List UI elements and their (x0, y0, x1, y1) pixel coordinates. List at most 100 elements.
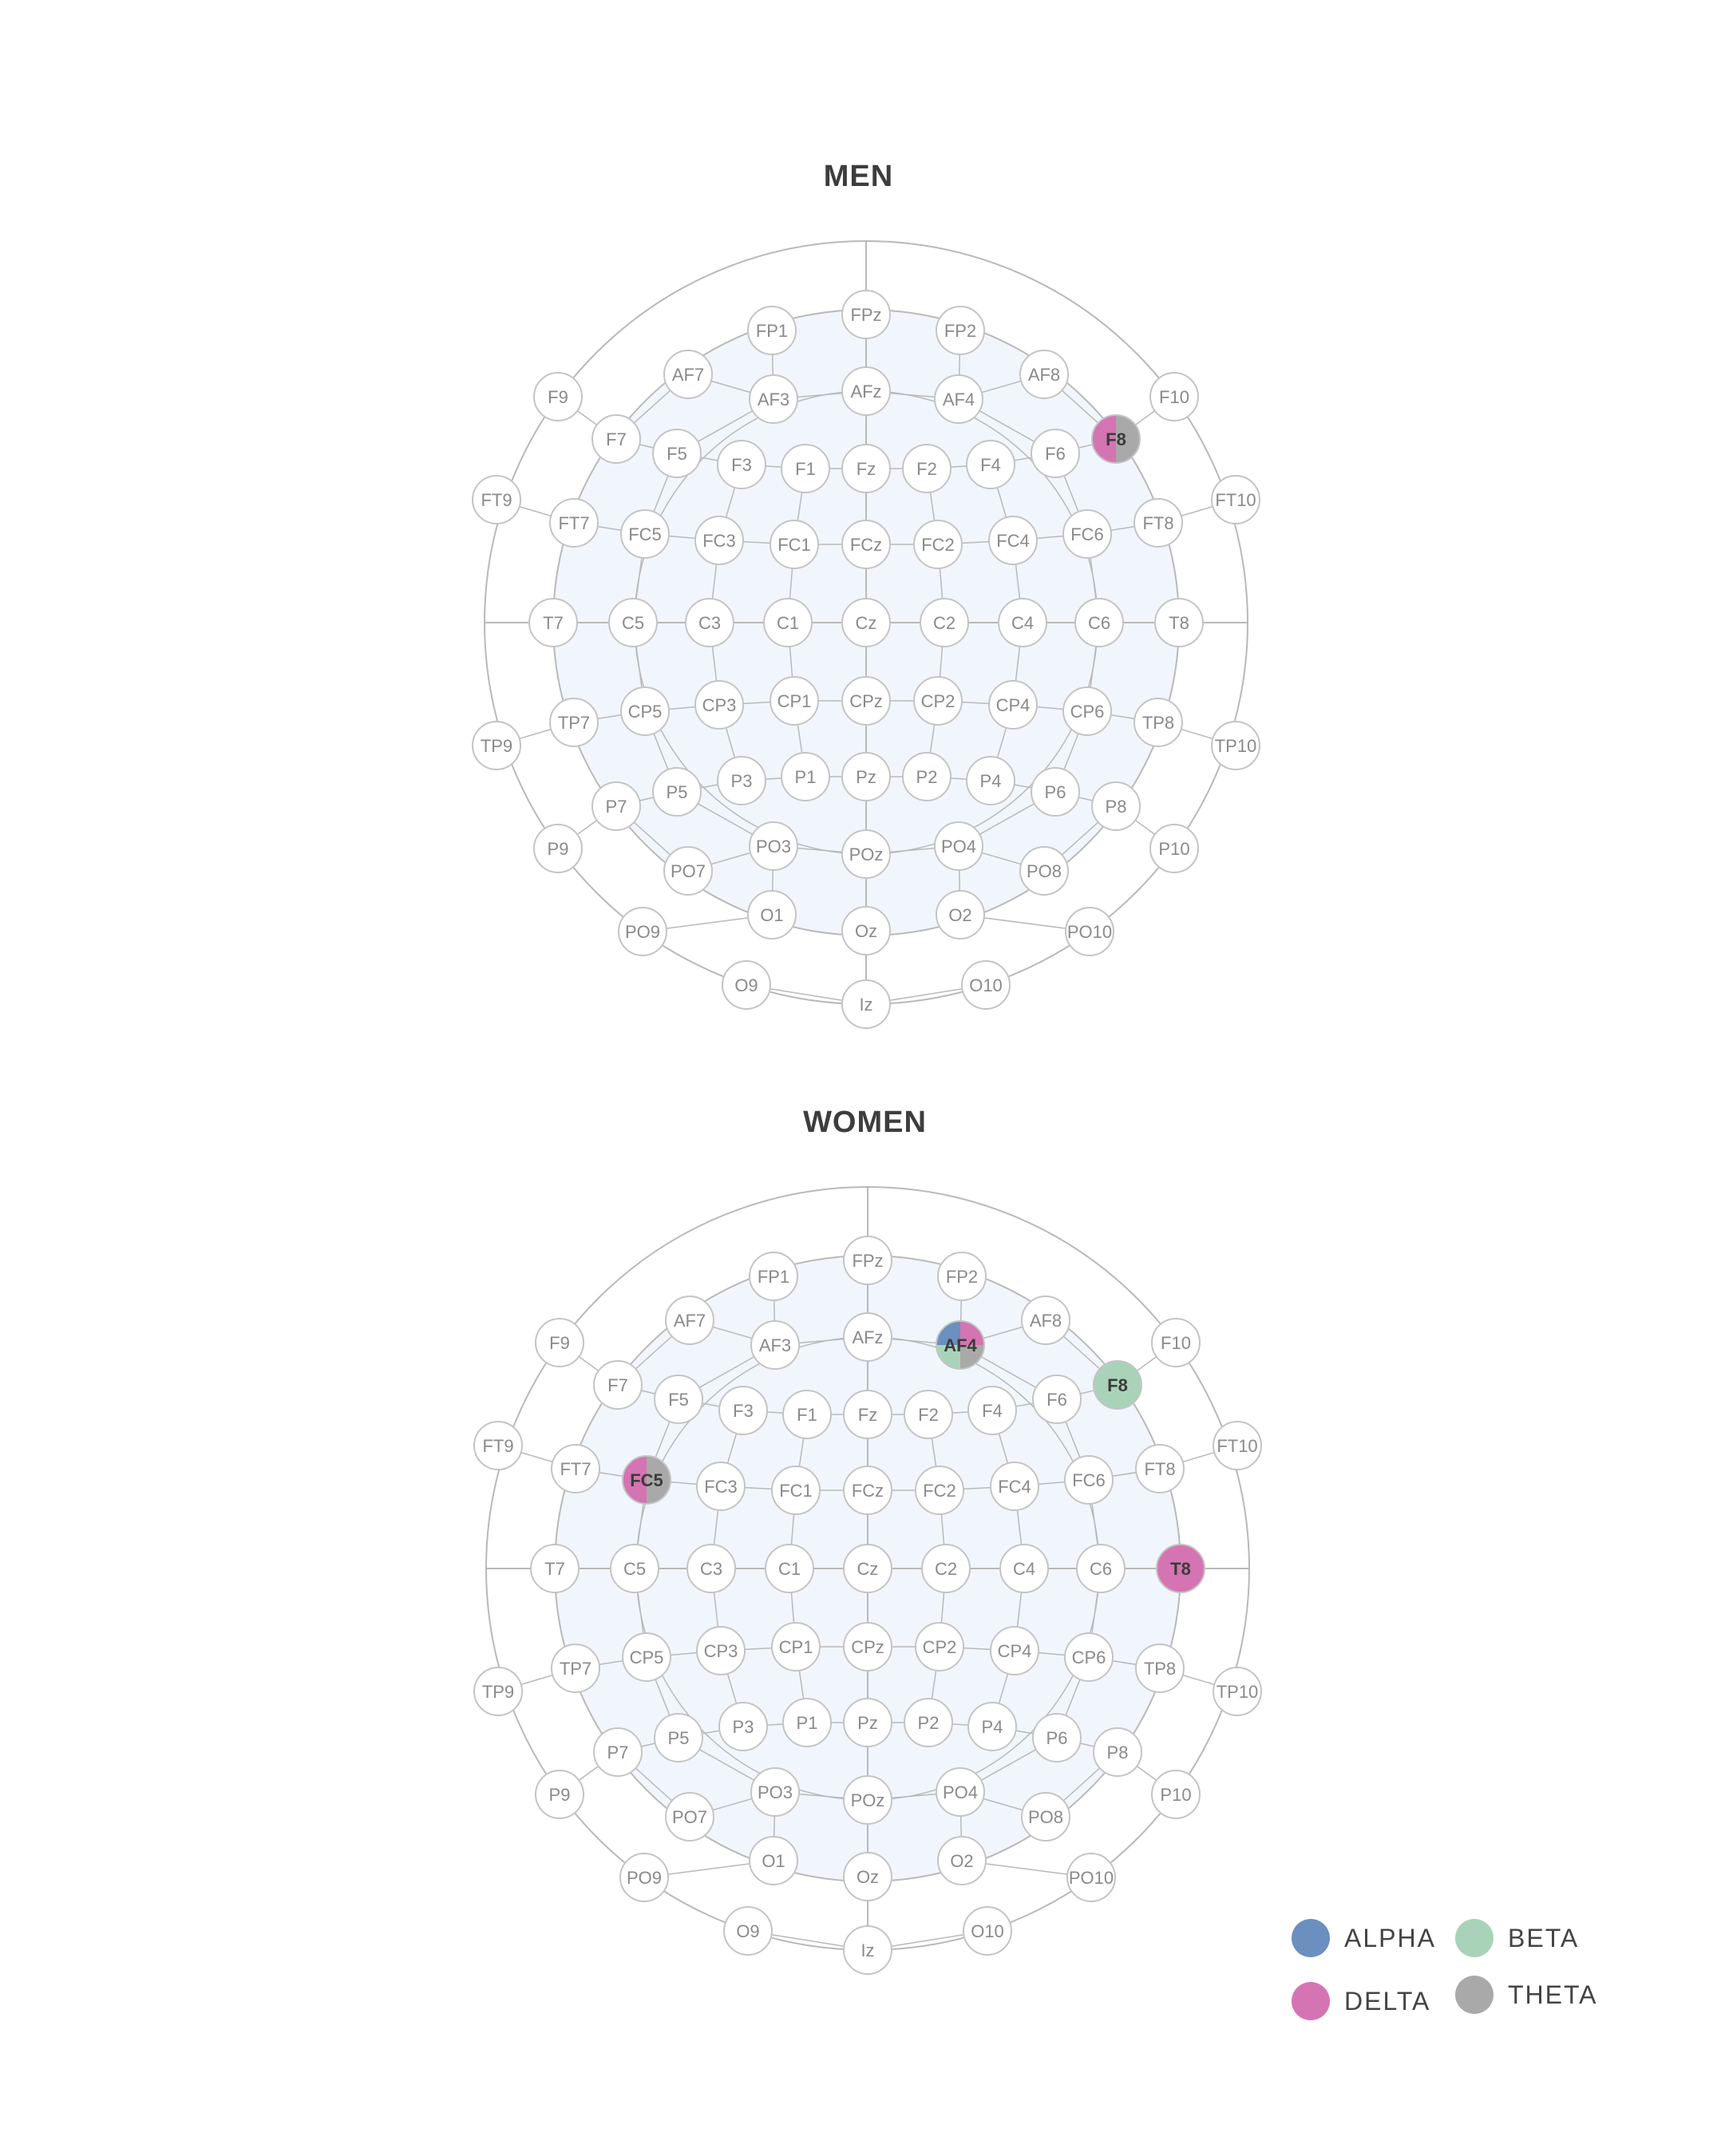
women-electrode-p8-circle (1093, 1727, 1142, 1777)
women-electrode-cz-circle (843, 1544, 892, 1593)
women-electrode-label-po8: PO8 (1028, 1807, 1063, 1827)
men-electrode-f10: F10 (1149, 372, 1199, 421)
women-electrode-f7-circle (593, 1360, 643, 1410)
women-electrode-ft9: FT9 (473, 1421, 523, 1470)
women-electrode-f10-circle (1151, 1318, 1201, 1367)
women-electrode-afz-circle (843, 1312, 892, 1362)
women-electrode-label-cpz: CPz (851, 1637, 884, 1657)
men-electrode-f3: F3 (717, 440, 766, 489)
men-electrode-o10-circle (961, 960, 1011, 1010)
women-electrode-af4-slice-alpha (936, 1321, 960, 1345)
women-electrode-f7: F7 (593, 1360, 643, 1410)
women-electrode-label-fc6: FC6 (1072, 1470, 1106, 1490)
men-electrode-fc3: FC3 (694, 516, 744, 565)
women-electrode-po3-circle (750, 1767, 800, 1817)
women-electrode-af3: AF3 (750, 1320, 800, 1370)
women-electrode-p10-circle (1151, 1770, 1201, 1819)
men-electrode-o1-circle (747, 890, 797, 940)
men-electrode-c5: C5 (608, 598, 658, 647)
men-electrode-fc5-circle (620, 509, 670, 559)
women-electrode-f6-circle (1032, 1375, 1082, 1424)
women-electrode-po10: PO10 (1066, 1853, 1116, 1902)
men-electrode-iz: Iz (841, 979, 891, 1029)
men-electrode-c2-circle (920, 598, 969, 647)
women-electrode-po10-circle (1066, 1853, 1116, 1902)
men-electrode-label-cp4: CP4 (996, 695, 1031, 715)
men-electrode-tp10: TP10 (1211, 721, 1260, 770)
men-electrode-label-p7: P7 (606, 797, 627, 817)
men-electrode-p7: P7 (591, 781, 641, 831)
women-electrode-label-fcz: FCz (852, 1481, 884, 1501)
men-electrode-cpz: CPz (841, 676, 891, 726)
women-electrode-label-tp7: TP7 (560, 1659, 591, 1679)
women-electrode-cp1-circle (771, 1622, 821, 1671)
women-electrode-fp1-circle (749, 1252, 798, 1301)
women-electrode-t7: T7 (530, 1544, 580, 1593)
men-electrode-f3-circle (717, 440, 766, 489)
women-electrode-fc5-outline (622, 1455, 671, 1505)
men-electrode-poz: POz (841, 829, 891, 879)
women-electrode-ft10: FT10 (1213, 1421, 1262, 1470)
women-electrode-label-ft10: FT10 (1217, 1436, 1257, 1456)
women-electrode-cp5: CP5 (622, 1632, 671, 1682)
women-electrode-po7-circle (665, 1792, 714, 1842)
women-electrode-p4-circle (967, 1702, 1017, 1751)
men-electrode-p7-circle (591, 781, 641, 831)
women-electrode-cp4: CP4 (990, 1626, 1039, 1675)
women-electrode-label-f7: F7 (607, 1375, 628, 1395)
men-electrode-po3: PO3 (749, 821, 798, 871)
women-electrode-label-ft7: FT7 (560, 1459, 591, 1479)
women-electrode-p2-circle (904, 1698, 953, 1747)
men-electrode-t8: T8 (1154, 598, 1204, 647)
men-electrode-af7: AF7 (663, 350, 713, 399)
women-electrode-fc1-circle (771, 1466, 821, 1515)
women-electrode-cp2-circle (915, 1622, 964, 1671)
women-electrode-af7-circle (665, 1296, 714, 1345)
alpha-swatch-icon (1292, 1919, 1330, 1957)
women-electrode-f3: F3 (718, 1386, 768, 1435)
women-electrode-label-cp4: CP4 (998, 1641, 1032, 1661)
men-electrode-f9: F9 (533, 372, 583, 421)
women-electrode-label-f2: F2 (918, 1405, 939, 1425)
women-electrode-o10-circle (963, 1906, 1012, 1956)
women-electrode-p3-circle (718, 1702, 768, 1751)
men-electrode-fcz-circle (841, 520, 891, 569)
women-electrode-f4: F4 (967, 1386, 1017, 1435)
men-electrode-p10-circle (1149, 824, 1199, 873)
women-electrode-po8-circle (1021, 1792, 1070, 1842)
women-electrode-o10: O10 (963, 1906, 1012, 1956)
men-electrode-label-poz: POz (849, 845, 884, 864)
men-electrode-t7-circle (528, 598, 578, 647)
women-electrode-cp1: CP1 (771, 1622, 821, 1671)
women-electrode-label-af8: AF8 (1030, 1311, 1062, 1331)
men-electrode-fc3-circle (694, 516, 744, 565)
men-electrode-p3-circle (717, 756, 766, 805)
women-electrode-label-poz: POz (851, 1790, 885, 1810)
men-electrode-f8: F8 (1091, 414, 1141, 464)
men-electrode-poz-circle (841, 829, 891, 879)
men-electrode-label-fc2: FC2 (921, 535, 955, 555)
men-electrode-label-c2: C2 (933, 613, 955, 633)
men-electrode-label-cp5: CP5 (628, 702, 663, 722)
women-electrode-fc4-circle (990, 1462, 1039, 1511)
men-electrode-label-o10: O10 (969, 975, 1003, 995)
beta-swatch-icon (1455, 1919, 1494, 1957)
women-electrode-label-t7: T7 (544, 1559, 565, 1579)
women-electrode-c3-circle (686, 1544, 736, 1593)
women-electrode-fpz-circle (843, 1236, 892, 1285)
women-electrode-f4-circle (967, 1386, 1017, 1435)
women-electrode-label-po3: PO3 (758, 1782, 793, 1802)
women-electrode-fc2: FC2 (915, 1466, 964, 1515)
women-electrode-tp8-circle (1135, 1644, 1185, 1693)
men-electrode-cp5-circle (620, 686, 670, 736)
men-electrode-label-fc3: FC3 (702, 531, 736, 551)
women-electrode-f5: F5 (654, 1375, 703, 1424)
men-electrode-label-f3: F3 (731, 455, 752, 475)
women-electrode-f9: F9 (535, 1318, 584, 1367)
women-electrode-f3-circle (718, 1386, 768, 1435)
men-electrode-label-c1: C1 (777, 613, 799, 633)
men-electrode-po8: PO8 (1019, 846, 1069, 896)
men-electrode-label-oz: Oz (855, 921, 877, 941)
men-electrode-label-o2: O2 (948, 905, 971, 925)
men-electrode-fc6: FC6 (1062, 509, 1112, 559)
